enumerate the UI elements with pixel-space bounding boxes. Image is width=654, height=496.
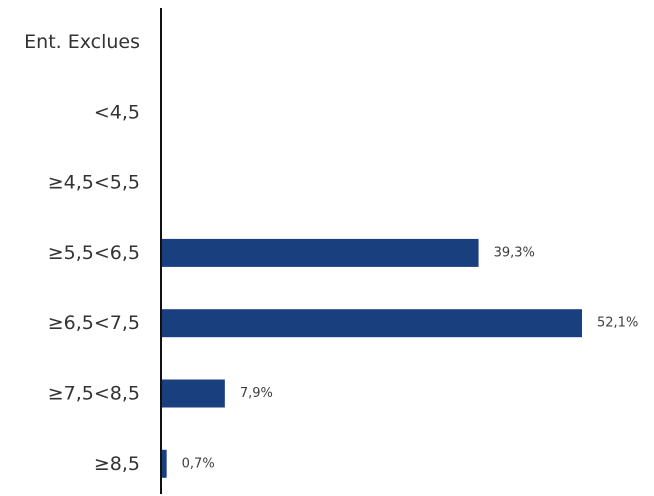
category-label: Ent. Exclues <box>24 31 140 53</box>
category-label: ≥6,5<7,5 <box>48 312 140 334</box>
bar <box>161 238 479 267</box>
category-label: ≥5,5<6,5 <box>48 242 140 264</box>
category-label: <4,5 <box>94 101 140 123</box>
data-label: 0,7% <box>182 456 215 471</box>
category-label: ≥8,5 <box>94 453 140 475</box>
bar <box>161 379 225 408</box>
data-label: 7,9% <box>240 386 273 401</box>
value-labels: 39,3% 52,1% 7,9% 0,7% <box>182 245 639 471</box>
category-label: ≥7,5<8,5 <box>48 383 140 405</box>
data-label: 39,3% <box>494 245 535 260</box>
category-labels: Ent. Exclues <4,5 ≥4,5<5,5 ≥5,5<6,5 ≥6,5<7,5… <box>24 31 140 475</box>
data-label: 52,1% <box>597 316 638 331</box>
bar <box>161 309 582 338</box>
category-label: ≥4,5<5,5 <box>48 172 140 194</box>
bars-group <box>161 238 582 478</box>
bar <box>161 449 167 478</box>
